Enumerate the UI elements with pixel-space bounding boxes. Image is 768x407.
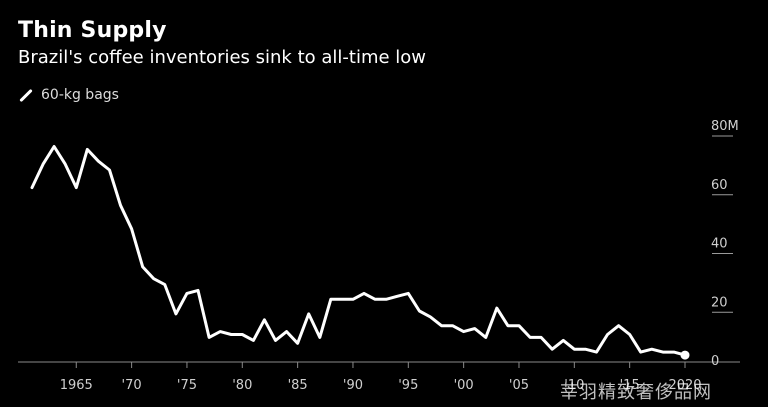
y-tick-label: 80M [711,119,739,134]
x-tick-label: '00 [454,378,474,393]
x-tick-label: '75 [177,378,197,393]
x-tick-label: '95 [398,378,418,393]
watermark: 莘羽精致奢侈品网 [560,382,712,403]
legend-label: 60-kg bags [41,87,119,103]
x-tick-label: 1965 [60,378,93,393]
legend: 60-kg bags [18,87,119,103]
x-tick-label: '90 [343,378,363,393]
x-tick-label: '85 [288,378,308,393]
x-tick-label: '80 [232,378,252,393]
last-point-marker [680,350,690,360]
x-tick-label: '10 [564,378,584,393]
chart-subtitle: Brazil's coffee inventories sink to all-… [18,47,427,68]
series-line [30,145,687,357]
y-tick-label: 0 [711,354,719,369]
x-tick-label: '70 [122,378,142,393]
x-tick-label: '15 [620,378,640,393]
x-tick-label: 2020 [668,378,701,393]
x-tick-label: '05 [509,378,529,393]
y-tick-label: 60 [711,178,728,193]
chart-title: Thin Supply [18,18,167,43]
y-tick-label: 20 [711,295,728,310]
y-tick-label: 40 [711,237,728,252]
